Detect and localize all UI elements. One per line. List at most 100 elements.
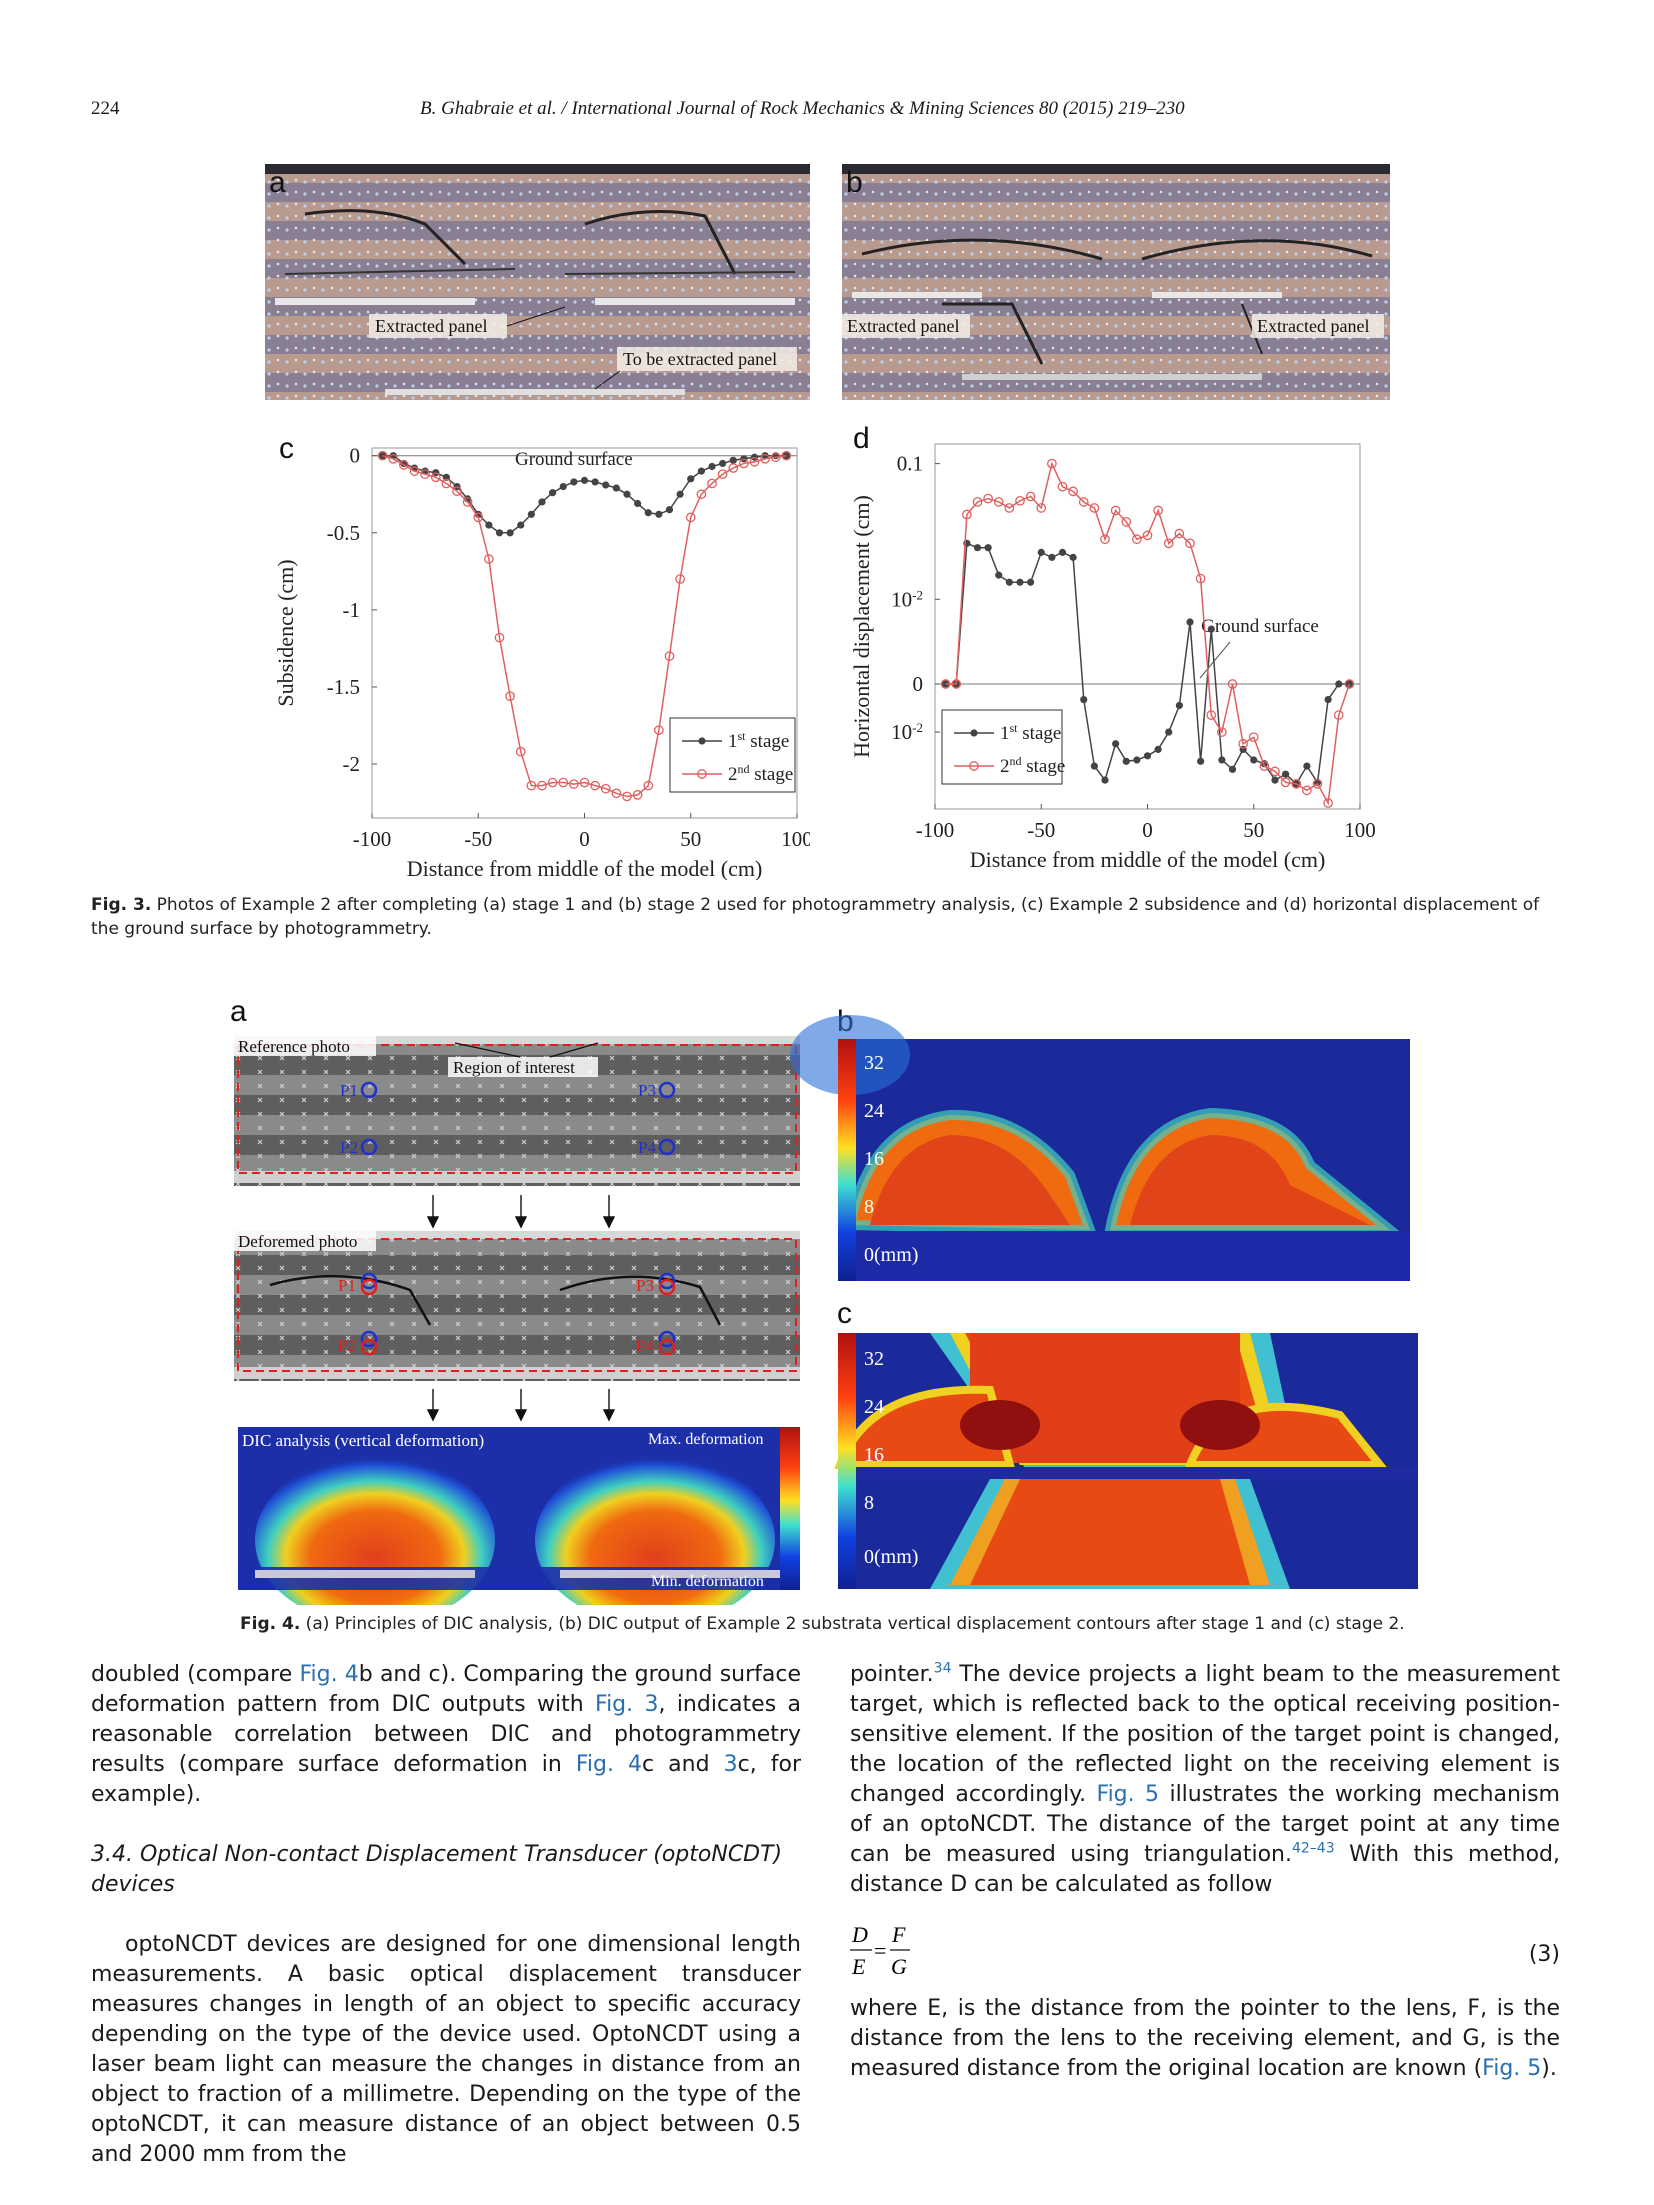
data-point bbox=[1047, 458, 1057, 469]
data-point bbox=[993, 497, 1004, 507]
data-point bbox=[655, 510, 663, 518]
data-point bbox=[1068, 486, 1078, 497]
data-point bbox=[388, 453, 399, 464]
fig4-c-scale-24: 24 bbox=[864, 1396, 884, 1418]
equation-fraction: D E = F G bbox=[850, 1922, 910, 1979]
data-point bbox=[506, 529, 514, 537]
data-point bbox=[781, 450, 792, 461]
y-tick-label: 0 bbox=[913, 672, 924, 696]
fig4-letter-c: c bbox=[837, 1297, 852, 1330]
legend-box bbox=[669, 717, 796, 793]
ref-34-link[interactable]: 34 bbox=[933, 1660, 952, 1677]
data-point bbox=[484, 554, 494, 564]
data-point bbox=[1271, 776, 1279, 784]
data-point bbox=[505, 691, 515, 702]
data-point bbox=[1090, 762, 1098, 770]
data-point bbox=[1122, 757, 1130, 765]
fig5-link[interactable]: Fig. 5 bbox=[1096, 1782, 1160, 1807]
y-axis-label: Horizontal displacement (cm) bbox=[849, 495, 874, 758]
y-tick-label: 0.1 bbox=[897, 452, 923, 476]
fig4-b-scale-8: 8 bbox=[864, 1196, 874, 1218]
data-point bbox=[719, 459, 727, 468]
right-paragraph-1: pointer.34 The device projects a light b… bbox=[850, 1660, 1560, 1900]
data-point bbox=[1004, 503, 1015, 513]
x-tick-label: -50 bbox=[464, 827, 492, 851]
data-point bbox=[1323, 798, 1333, 808]
data-point bbox=[579, 777, 590, 788]
data-point bbox=[665, 506, 674, 514]
fig4-def-p2: P2 bbox=[338, 1336, 356, 1355]
data-point bbox=[527, 510, 535, 518]
fig4-arrows-2 bbox=[426, 1389, 616, 1422]
fig5-link[interactable]: Fig. 5 bbox=[1482, 2056, 1542, 2081]
fig3-a-extracted-label: Extracted panel bbox=[375, 316, 487, 336]
data-point bbox=[559, 482, 567, 491]
fig4-max-label: Max. deformation bbox=[648, 1431, 764, 1448]
fig3-chart-c: c -100 -50 0 50 100 0 -0.5 -1 -1.5 -2 Distance fro… bbox=[273, 432, 810, 880]
legend-label-sup: st bbox=[738, 729, 747, 743]
data-point bbox=[409, 466, 420, 476]
page-number: 224 bbox=[91, 98, 120, 119]
left-paragraph-1: doubled (compare Fig. 4b and c). Compari… bbox=[91, 1660, 801, 1810]
svg-text:G: G bbox=[891, 1954, 907, 1979]
fig4-ref-p4: P4 bbox=[638, 1138, 656, 1157]
fig4-link[interactable]: Fig. 4 bbox=[299, 1662, 359, 1687]
fig3-photos: a Extracted panel To be extracted panel … bbox=[265, 164, 1390, 400]
svg-text:E: E bbox=[851, 1954, 866, 1979]
svg-text:F: F bbox=[891, 1922, 906, 1947]
fig4-link[interactable]: Fig. 4 bbox=[575, 1752, 643, 1777]
text-run: ). bbox=[1541, 2056, 1557, 2081]
ref-42-43-link[interactable]: 42–43 bbox=[1291, 1840, 1335, 1857]
data-point bbox=[1228, 765, 1237, 773]
data-point bbox=[1080, 695, 1088, 704]
data-point bbox=[1186, 618, 1194, 626]
data-point bbox=[1302, 785, 1312, 796]
fig3-b-extracted-right-label: Extracted panel bbox=[1257, 316, 1369, 336]
fig4-c-scale-32: 32 bbox=[864, 1348, 884, 1370]
fig4-ref-p3: P3 bbox=[638, 1081, 656, 1100]
data-point bbox=[1016, 578, 1024, 586]
data-point bbox=[687, 475, 695, 483]
fig4-def-p4: P4 bbox=[636, 1336, 654, 1355]
data-point bbox=[1027, 578, 1035, 586]
x-tick-label: 0 bbox=[579, 827, 590, 851]
fig3-photo-a: a Extracted panel To be extracted panel bbox=[265, 164, 810, 400]
fig4-deformed-label: Deforemed photo bbox=[238, 1232, 357, 1251]
data-point bbox=[515, 746, 526, 757]
data-point bbox=[1015, 495, 1025, 506]
data-point bbox=[1005, 578, 1013, 586]
fig4-b-scale-24: 24 bbox=[864, 1100, 884, 1122]
legend-label: 2nd stage bbox=[1000, 754, 1065, 777]
y-tick-label: -0.5 bbox=[327, 521, 360, 545]
text-run: where E, is the distance from the pointe… bbox=[850, 1996, 1560, 2081]
data-point bbox=[591, 478, 599, 486]
text-run: illustrates the working mechanism of an … bbox=[850, 1782, 1560, 1867]
fig3-caption-text: Photos of Example 2 after completing (a)… bbox=[91, 895, 1540, 939]
legend-label: 1st stage bbox=[728, 729, 789, 752]
data-point bbox=[1218, 756, 1226, 764]
fig3-link[interactable]: Fig. 3 bbox=[595, 1692, 659, 1717]
legend-label-text: stage bbox=[746, 731, 790, 752]
data-point bbox=[517, 521, 525, 529]
data-point bbox=[1154, 745, 1162, 754]
section-heading: 3.4. Optical Non-contact Displacement Tr… bbox=[91, 1842, 783, 1897]
fig3-caption-label: Fig. 3. bbox=[91, 895, 152, 915]
fig4-b-scale-16: 16 bbox=[864, 1148, 884, 1170]
y-tick-label: -1.5 bbox=[327, 675, 360, 699]
data-point bbox=[1069, 553, 1077, 561]
fig3-link[interactable]: 3 bbox=[723, 1752, 738, 1777]
fig4-deformed-photo: Deforemed photo P1 P2 P3 P4 bbox=[234, 1231, 800, 1381]
data-point bbox=[580, 476, 589, 484]
data-point bbox=[685, 512, 696, 523]
data-point bbox=[1344, 679, 1355, 689]
x-tick-label: 0 bbox=[1142, 818, 1153, 842]
data-point bbox=[1078, 497, 1089, 507]
text-run: pointer. bbox=[850, 1662, 934, 1687]
data-point bbox=[676, 490, 684, 498]
data-point bbox=[1058, 548, 1067, 556]
fig4-caption-text: (a) Principles of DIC analysis, (b) DIC … bbox=[300, 1614, 1405, 1634]
data-point bbox=[1163, 538, 1174, 549]
data-point bbox=[430, 472, 441, 483]
data-point bbox=[1165, 728, 1173, 736]
fig4: a Reference photo Region of interest P1 … bbox=[230, 995, 1418, 1605]
